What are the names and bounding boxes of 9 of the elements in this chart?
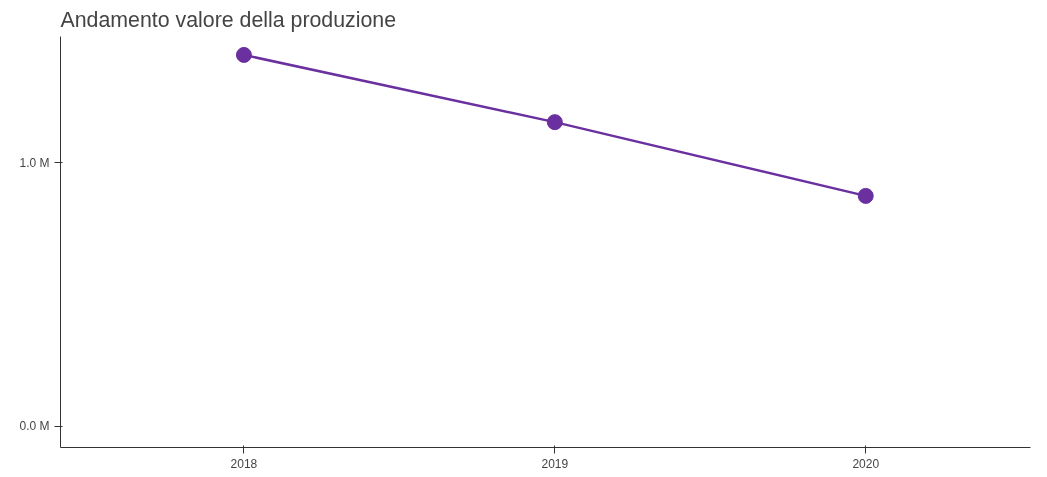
x-tick-label: 2018 [230, 456, 258, 471]
y-tick-label: 1.0 M [19, 155, 50, 170]
x-tick-label: 2020 [852, 456, 880, 471]
y-tick-label: 0.0 M [19, 419, 50, 434]
point [857, 187, 874, 204]
point [546, 114, 563, 131]
x-tick-label: 2019 [541, 456, 569, 471]
point [235, 46, 252, 63]
chart-title: Andamento valore della produzione [60, 7, 397, 32]
